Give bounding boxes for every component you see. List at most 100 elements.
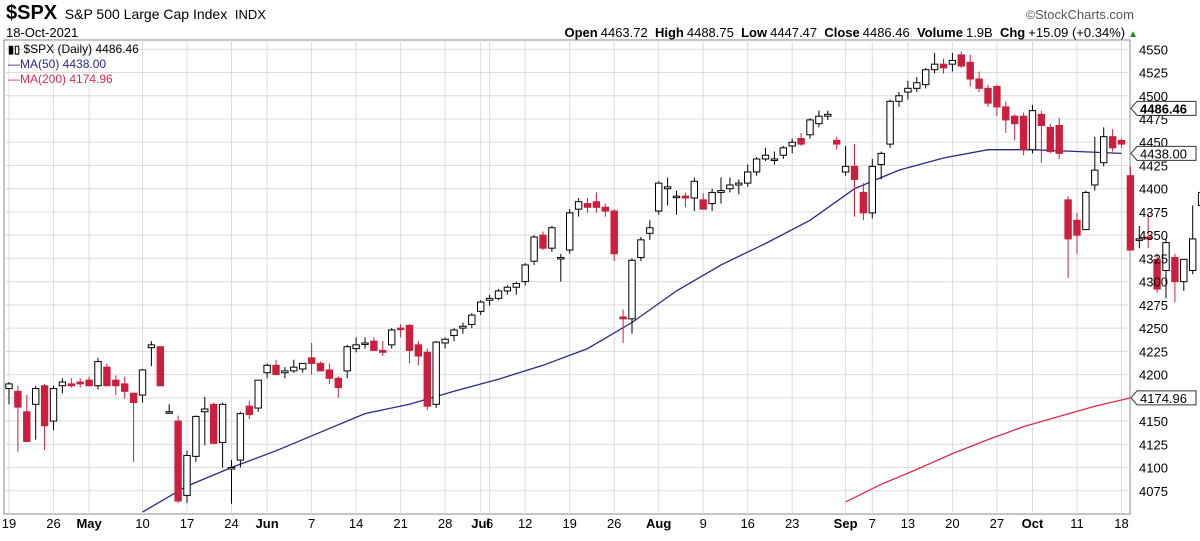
open-value: 4463.72 <box>600 25 648 40</box>
low-label: Low <box>741 25 768 40</box>
y-tick-label: 4425 <box>1139 158 1168 173</box>
candle-body <box>396 327 405 331</box>
open-label: Open <box>564 25 598 40</box>
candle-body <box>254 379 262 409</box>
y-tick-label: 4550 <box>1139 42 1168 57</box>
candle-body <box>1073 219 1081 236</box>
candle-body <box>343 346 351 372</box>
candle-body <box>405 324 414 351</box>
candle-body <box>815 115 823 125</box>
candle-body <box>566 212 574 251</box>
y-tick-label: 4225 <box>1139 344 1168 359</box>
y-tick-label: 4500 <box>1139 89 1168 104</box>
candle <box>574 198 583 217</box>
candle <box>735 179 743 195</box>
candle-body <box>726 184 734 190</box>
candle-body <box>521 264 529 283</box>
x-tick-label: 6 <box>486 516 493 531</box>
index-type: INDX <box>234 7 266 22</box>
candle <box>726 177 734 193</box>
x-tick-label: Sep <box>834 516 858 531</box>
candle-body <box>85 379 93 387</box>
candle-body <box>281 370 289 374</box>
candle-body <box>939 63 948 69</box>
candle <box>156 346 165 387</box>
candle <box>779 145 787 159</box>
x-tick-label: May <box>76 516 102 531</box>
candle <box>129 392 138 462</box>
candle <box>67 378 75 388</box>
candle-body <box>886 100 894 145</box>
candle-body <box>1011 115 1019 125</box>
y-tick-label: 4400 <box>1139 182 1168 197</box>
candle <box>388 328 396 349</box>
change-value: +15.09 (+0.34%) <box>1028 25 1126 40</box>
candle <box>610 209 618 262</box>
candle-body <box>895 95 903 102</box>
candle <box>334 376 343 398</box>
candle-body <box>1197 191 1200 206</box>
candle <box>352 337 360 353</box>
x-tick-label: 14 <box>349 516 363 531</box>
candle-body <box>299 362 307 370</box>
high-value: 4488.75 <box>686 25 734 40</box>
candle-body <box>263 364 271 374</box>
candle <box>1055 118 1063 159</box>
candle-body <box>984 87 992 104</box>
brand[interactable]: ©StockCharts.com <box>1026 7 1134 22</box>
candle-body <box>717 190 725 193</box>
candle-body <box>583 203 592 208</box>
candle <box>628 258 636 334</box>
candle-body <box>913 82 921 89</box>
candle <box>744 164 752 187</box>
candle-body <box>744 171 752 184</box>
candle-body <box>824 113 832 117</box>
candle-body <box>236 413 245 461</box>
x-tick-label: Aug <box>646 516 671 531</box>
candle <box>690 177 698 212</box>
candle <box>414 341 423 366</box>
candle <box>521 263 529 286</box>
candle <box>806 118 814 139</box>
y-tick-label: 4100 <box>1139 461 1168 476</box>
candle-body <box>379 349 387 353</box>
candle-body <box>681 195 690 199</box>
candle <box>423 348 432 410</box>
candle-body <box>1091 169 1099 186</box>
x-tick-label: 17 <box>180 516 194 531</box>
candle-body <box>388 329 396 346</box>
candle <box>307 342 316 375</box>
low-value: 4447.47 <box>770 25 818 40</box>
candle <box>1019 112 1028 156</box>
candle-body <box>121 383 129 392</box>
candle <box>1011 114 1019 141</box>
candle-body <box>1064 199 1072 240</box>
candle <box>530 235 538 265</box>
candle <box>5 382 13 405</box>
x-tick-label: 7 <box>869 516 876 531</box>
candle <box>850 144 859 217</box>
candle <box>859 183 868 221</box>
candle <box>263 363 271 379</box>
legend-price-text: $SPX (Daily) 4486.46 <box>23 42 139 56</box>
candle-body <box>290 366 298 372</box>
candle-body <box>788 141 796 147</box>
candle-body <box>477 301 485 312</box>
candle-body <box>1117 139 1126 145</box>
last-price-tag-text: 4486.46 <box>1140 101 1187 116</box>
plot-area <box>3 39 1131 515</box>
candle-body <box>930 63 939 71</box>
x-tick-label: 11 <box>1070 516 1084 531</box>
candle-body <box>841 165 850 173</box>
x-tick-label: 18 <box>1114 516 1128 531</box>
candle <box>1135 225 1143 249</box>
candle-body <box>672 195 681 199</box>
y-tick-label: 4300 <box>1139 275 1168 290</box>
x-tick-label: 7 <box>308 516 315 531</box>
candle-body <box>1019 115 1028 151</box>
grid-lines <box>4 40 1130 514</box>
candle-body <box>503 286 512 292</box>
last-price-tag-box <box>1130 100 1197 116</box>
candle <box>379 341 387 356</box>
